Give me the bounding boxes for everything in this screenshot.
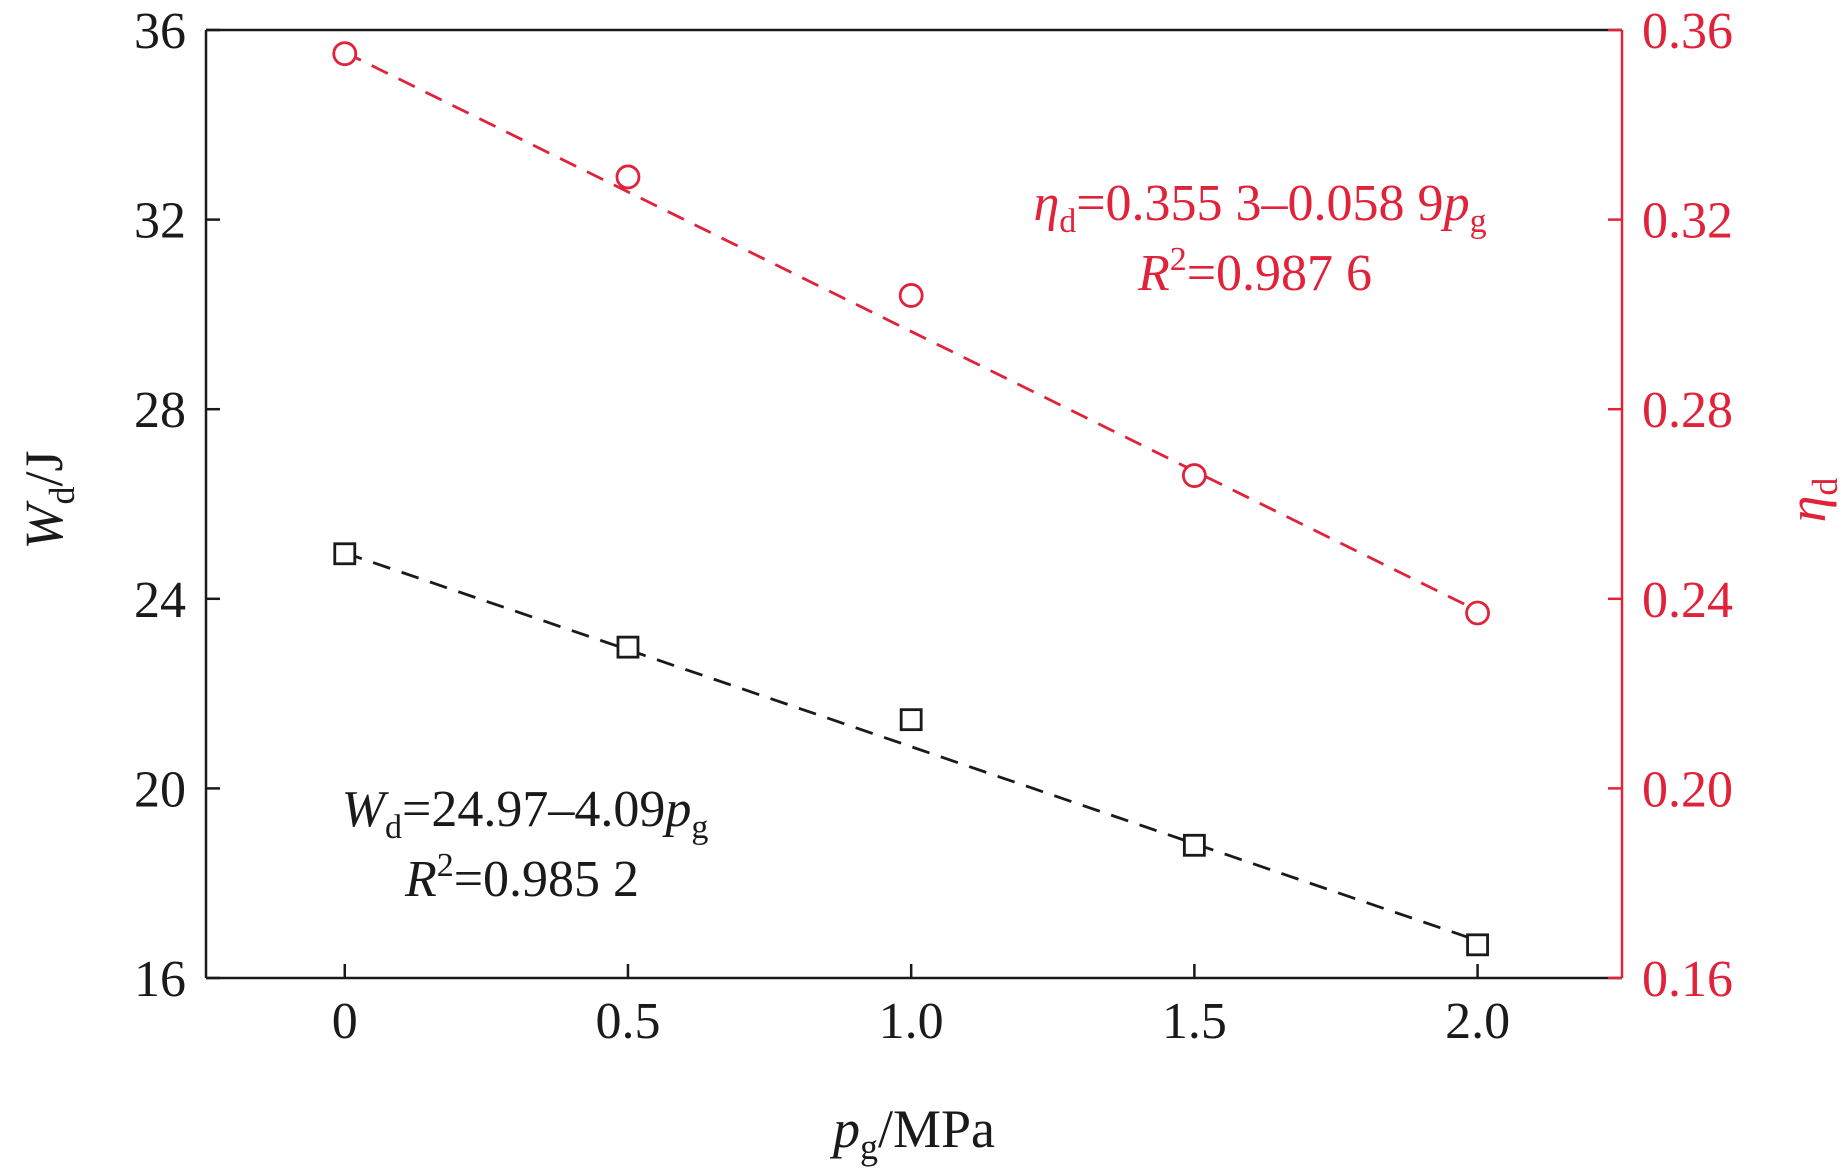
y-left-tick-label: 20: [134, 761, 186, 818]
y-left-axis-title: Wd/J: [14, 450, 82, 549]
y-right-tick-label: 0.16: [1642, 951, 1733, 1008]
y-right-axis-title: ηd: [1777, 478, 1843, 523]
y-left-tick-label: 28: [134, 382, 186, 439]
square-marker: [899, 708, 923, 732]
left-series-equation: Wd=24.97–4.09pg: [342, 781, 709, 846]
square-marker: [333, 542, 357, 566]
x-tick-label: 1.0: [879, 993, 944, 1050]
y-right-tick-label: 0.32: [1642, 193, 1733, 250]
y-left-tick-label: 24: [134, 572, 186, 629]
y-right-tick-label: 0.28: [1642, 382, 1733, 439]
y-right-tick-label: 0.20: [1642, 761, 1733, 818]
square-marker: [1182, 833, 1206, 857]
left-series-fit-line: [344, 551, 1479, 942]
left-series-r2: R2=0.985 2: [404, 847, 639, 908]
y-right-tick-label: 0.36: [1642, 3, 1733, 60]
plot-frame: [204, 28, 1624, 980]
right-series-r2: R2=0.987 6: [1137, 241, 1372, 302]
x-axis-title: pg/MPa: [829, 1099, 995, 1167]
right-series-fit-line: [344, 51, 1479, 612]
y-right-tick-label: 0.24: [1642, 572, 1733, 629]
x-tick-label: 0: [332, 993, 358, 1050]
square-marker: [616, 635, 640, 659]
circle-marker: [1465, 600, 1490, 626]
y-left-tick-label: 32: [134, 193, 186, 250]
y-left-tick-label: 36: [134, 3, 186, 60]
circle-marker: [1181, 463, 1207, 488]
x-tick-label: 1.5: [1162, 993, 1227, 1050]
x-tick-label: 2.0: [1445, 993, 1510, 1050]
x-tick-label: 0.5: [595, 993, 660, 1050]
right-series-equation: ηd=0.355 3–0.058 9pg: [1033, 175, 1486, 240]
axis-ticks: 0 0.5 1.0 1.5 2.0 16 20 24 28 32 36 0.16 0.20 0.24 0.2…: [134, 3, 1733, 1050]
y-left-tick-label: 16: [134, 951, 186, 1008]
circle-marker: [332, 41, 358, 67]
square-marker: [1466, 933, 1489, 957]
circle-marker: [898, 283, 924, 308]
data-markers: [332, 41, 1490, 957]
fit-lines: [344, 51, 1479, 942]
circle-marker: [615, 164, 641, 190]
